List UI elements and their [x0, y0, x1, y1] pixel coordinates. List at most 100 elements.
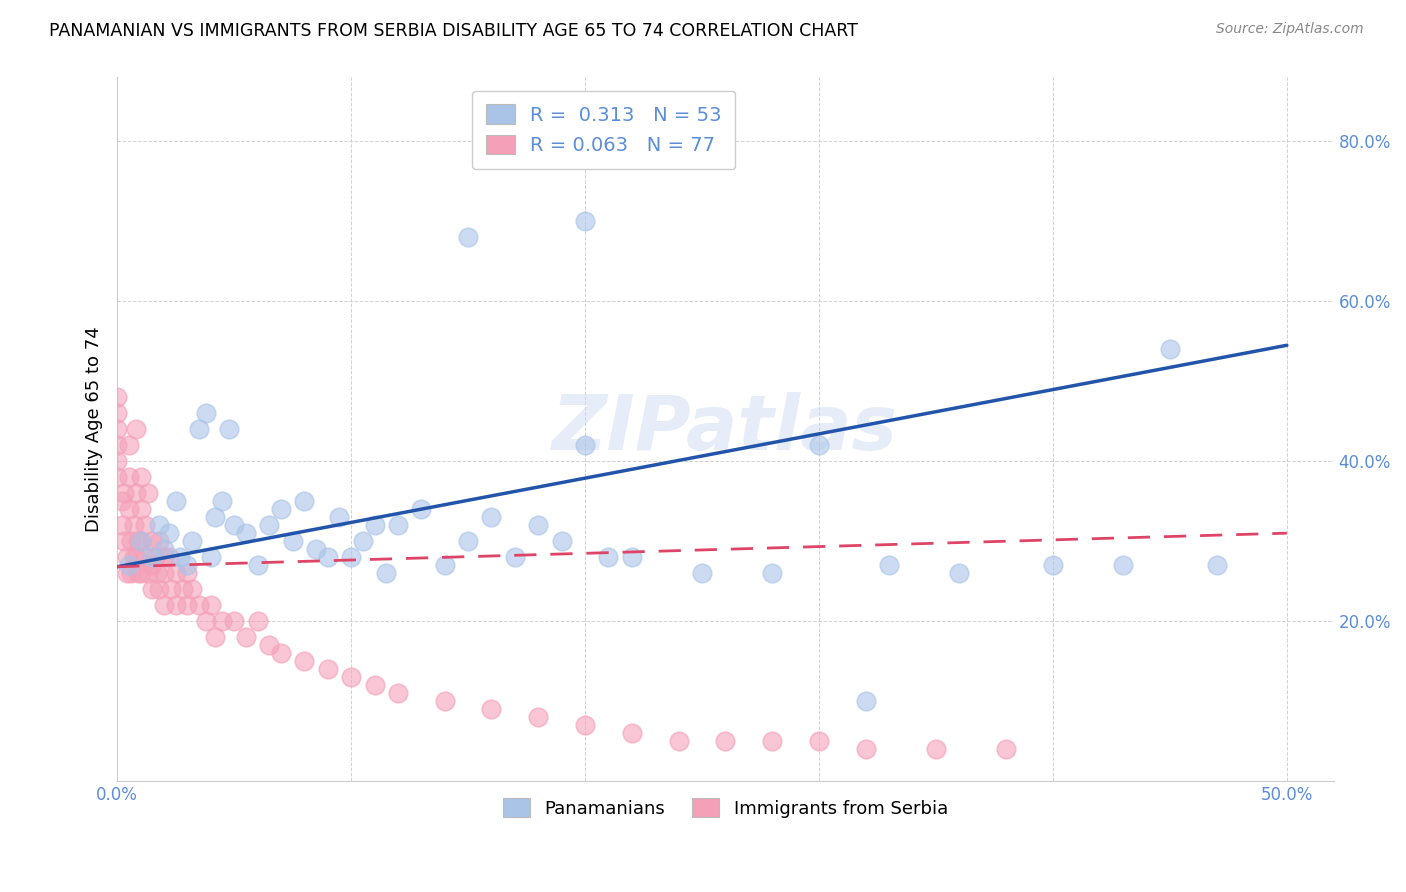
Point — [143, 550, 166, 565]
Point — [527, 710, 550, 724]
Point — [146, 566, 169, 581]
Point — [340, 670, 363, 684]
Point — [235, 630, 257, 644]
Point — [925, 742, 948, 756]
Point — [411, 502, 433, 516]
Point — [120, 566, 142, 581]
Point — [481, 510, 503, 524]
Point — [136, 566, 159, 581]
Point — [141, 550, 163, 565]
Point — [574, 718, 596, 732]
Point — [153, 542, 176, 557]
Point — [153, 598, 176, 612]
Point — [246, 614, 269, 628]
Point — [257, 638, 280, 652]
Point — [129, 566, 152, 581]
Point — [224, 518, 246, 533]
Point — [668, 734, 690, 748]
Point — [527, 518, 550, 533]
Point — [165, 494, 187, 508]
Point — [292, 494, 315, 508]
Point — [141, 534, 163, 549]
Point — [433, 558, 456, 573]
Point — [118, 502, 141, 516]
Text: ZIPatlas: ZIPatlas — [553, 392, 898, 467]
Point — [127, 534, 149, 549]
Point — [550, 534, 572, 549]
Point — [105, 422, 128, 436]
Point — [118, 470, 141, 484]
Point — [246, 558, 269, 573]
Point — [690, 566, 713, 581]
Point — [855, 694, 877, 708]
Point — [340, 550, 363, 565]
Point — [125, 486, 148, 500]
Point — [188, 422, 211, 436]
Legend: Panamanians, Immigrants from Serbia: Panamanians, Immigrants from Serbia — [496, 791, 955, 825]
Point — [129, 534, 152, 549]
Point — [316, 662, 339, 676]
Point — [481, 702, 503, 716]
Point — [118, 558, 141, 573]
Point — [118, 438, 141, 452]
Point — [714, 734, 737, 748]
Point — [995, 742, 1018, 756]
Point — [111, 494, 134, 508]
Point — [224, 614, 246, 628]
Point — [111, 518, 134, 533]
Point — [316, 550, 339, 565]
Point — [172, 582, 194, 596]
Point — [125, 550, 148, 565]
Point — [134, 550, 156, 565]
Point — [153, 566, 176, 581]
Point — [195, 614, 218, 628]
Point — [204, 630, 226, 644]
Point — [235, 526, 257, 541]
Point — [620, 726, 643, 740]
Point — [153, 550, 176, 565]
Point — [620, 550, 643, 565]
Point — [281, 534, 304, 549]
Point — [457, 534, 479, 549]
Point — [105, 470, 128, 484]
Point — [1205, 558, 1227, 573]
Point — [125, 422, 148, 436]
Point — [112, 534, 135, 549]
Point — [141, 558, 163, 573]
Point — [200, 550, 222, 565]
Point — [136, 486, 159, 500]
Point — [598, 550, 620, 565]
Point — [105, 438, 128, 452]
Point — [807, 734, 830, 748]
Point — [574, 214, 596, 228]
Point — [160, 582, 183, 596]
Point — [148, 534, 170, 549]
Point — [176, 558, 198, 573]
Point — [1112, 558, 1135, 573]
Point — [807, 438, 830, 452]
Point — [115, 566, 138, 581]
Point — [433, 694, 456, 708]
Point — [948, 566, 970, 581]
Point — [105, 406, 128, 420]
Point — [855, 742, 877, 756]
Point — [270, 646, 292, 660]
Point — [1159, 343, 1181, 357]
Point — [129, 470, 152, 484]
Point — [363, 518, 385, 533]
Y-axis label: Disability Age 65 to 74: Disability Age 65 to 74 — [86, 326, 103, 533]
Point — [129, 534, 152, 549]
Point — [169, 550, 191, 565]
Text: Source: ZipAtlas.com: Source: ZipAtlas.com — [1216, 22, 1364, 37]
Point — [115, 550, 138, 565]
Point — [761, 734, 783, 748]
Point — [292, 654, 315, 668]
Point — [176, 566, 198, 581]
Text: PANAMANIAN VS IMMIGRANTS FROM SERBIA DISABILITY AGE 65 TO 74 CORRELATION CHART: PANAMANIAN VS IMMIGRANTS FROM SERBIA DIS… — [49, 22, 858, 40]
Point — [105, 454, 128, 468]
Point — [1042, 558, 1064, 573]
Point — [211, 494, 233, 508]
Point — [503, 550, 526, 565]
Point — [176, 598, 198, 612]
Point — [200, 598, 222, 612]
